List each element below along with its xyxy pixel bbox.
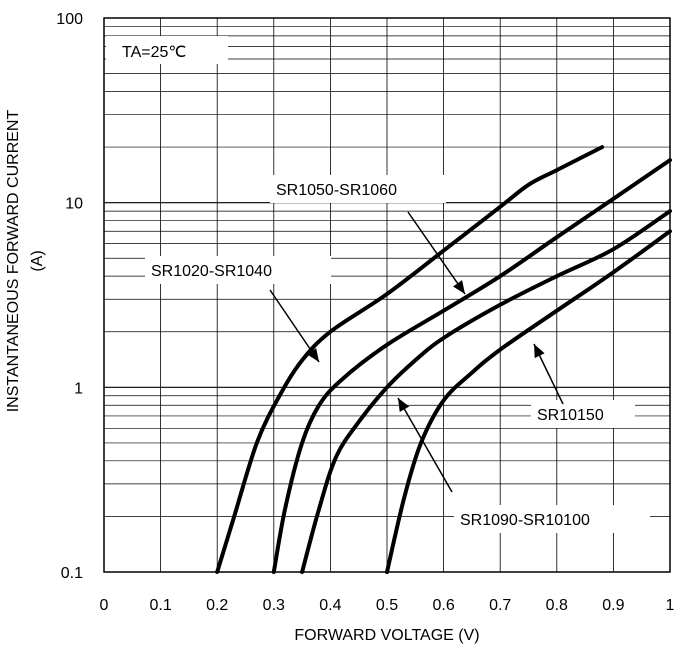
y-tick-label: 10	[65, 196, 83, 213]
arrow-sr1050	[408, 212, 465, 294]
y-tick-label: 100	[56, 11, 83, 28]
y-axis-title: INSTANTANEOUS FORWARD CURRENT	[5, 110, 22, 413]
arrow-sr10150	[534, 344, 563, 404]
y-tick-labels: 0.1 1 10 100	[56, 11, 83, 582]
x-tick-label: 0.3	[263, 597, 285, 614]
y-axis-unit: (A)	[29, 250, 46, 271]
x-tick-label: 0.5	[376, 597, 398, 614]
x-tick-label: 1	[666, 597, 675, 614]
condition-label-box: TA=25℃	[106, 36, 228, 64]
x-tick-labels: 0 0.1 0.2 0.3 0.4 0.5 0.6 0.7 0.8 0.9 1	[100, 597, 675, 614]
annotation-label-sr1090: SR1090-SR10100	[460, 512, 590, 529]
x-tick-label: 0.9	[602, 597, 624, 614]
x-tick-label: 0.2	[206, 597, 228, 614]
y-tick-label: 1	[74, 380, 83, 397]
x-tick-label: 0	[100, 597, 109, 614]
x-tick-label: 0.6	[432, 597, 454, 614]
annotations: SR1050-SR1060 SR1020-SR1040 SR10150 SR10…	[145, 175, 650, 533]
x-tick-label: 0.4	[319, 597, 341, 614]
y-tick-label: 0.1	[61, 565, 83, 582]
annotation-label-sr1020: SR1020-SR1040	[151, 263, 272, 280]
x-tick-label: 0.8	[546, 597, 568, 614]
arrow-sr1020	[270, 290, 319, 362]
x-tick-label: 0.7	[489, 597, 511, 614]
annotation-label-sr1050: SR1050-SR1060	[276, 182, 397, 199]
annotation-label-sr10150: SR10150	[537, 407, 604, 424]
x-tick-label: 0.1	[149, 597, 171, 614]
x-axis-title: FORWARD VOLTAGE (V)	[294, 627, 479, 644]
condition-label: TA=25℃	[122, 44, 186, 61]
